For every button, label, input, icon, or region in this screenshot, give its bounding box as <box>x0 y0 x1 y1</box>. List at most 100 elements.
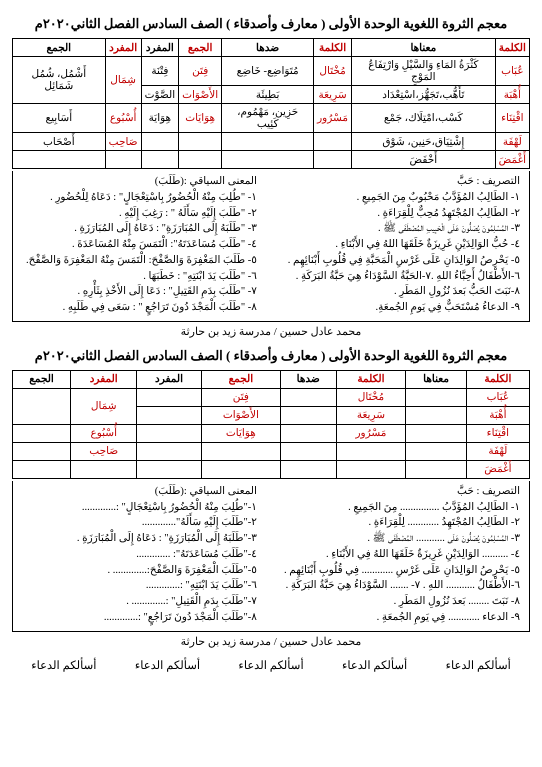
c <box>406 406 466 424</box>
footer-item: أسألكم الدعاء <box>342 658 407 672</box>
c: لَهْفَة <box>495 133 529 151</box>
l2-2: ٣-"طَلَبَهُ إِلَى الْمُبَارَزَةِ" : دَعَ… <box>22 531 257 547</box>
c: أُسْبُوع <box>71 424 137 442</box>
c: مُتَوَاضِع- خَاضِع <box>222 57 314 86</box>
c <box>280 442 336 460</box>
h3: الكلمة <box>314 39 352 57</box>
l1-4: ٥- طَلَبَ المَغْفِرَةَ وَالصَّفْحَ: الْت… <box>22 253 257 269</box>
c: أُهْبَة <box>495 86 529 104</box>
c <box>222 133 314 151</box>
header-row-2: الكلمة معناها الكلمة ضدها الجمع المفرد ا… <box>13 370 530 388</box>
c: أَشْمُل، شُمُل شَمَائِل <box>13 57 106 104</box>
c <box>336 460 406 478</box>
r2-7: ٩- الدعاء ............ فِي يَومِ الجُمعَ… <box>265 610 520 626</box>
tasreef-box-1: التصريف : حَبَّ ١- الطَالِبُ المُؤَدَّبُ… <box>12 171 530 322</box>
footer-item: أسألكم الدعاء <box>446 658 511 672</box>
c: إِشْتِيَاق،حَنِين، شَوْق <box>352 133 496 151</box>
r2-4: ٥- يَحْرِصُ الوَالِدَانِ عَلَى غَرْسِ ..… <box>265 563 520 579</box>
h6: المفرد <box>141 39 179 57</box>
c: أُسْبُوع <box>105 104 141 133</box>
vocab-table-1: الكلمة معناها الكلمة ضدها الجمع المفرد ا… <box>12 38 530 169</box>
c <box>13 442 71 460</box>
c: هِوَايَة <box>141 104 179 133</box>
h3b: الكلمة <box>336 370 406 388</box>
c <box>13 151 106 169</box>
c: لَهْفَة <box>466 442 529 460</box>
h2b: معناها <box>406 370 466 388</box>
c: الأَصْوَات <box>179 86 222 104</box>
h1: الكلمة <box>495 39 529 57</box>
c: فِتْنَة <box>141 57 179 86</box>
author-2: محمد عادل حسين / مدرسة زيد بن حارثة <box>12 635 530 648</box>
c: تَأَهُّب،تَجَهُّز،اسْتِعْدَاد <box>352 86 496 104</box>
h7: المفرد <box>105 39 141 57</box>
c: مَسْرُور <box>314 104 352 133</box>
c: اقْتِنَاء <box>466 424 529 442</box>
c <box>336 442 406 460</box>
c <box>13 388 71 424</box>
l1-1: ٢- "طَلَبَ إِلَيْهِ سَأَلَهُ " : رَغِبَ … <box>22 206 257 222</box>
c <box>280 424 336 442</box>
c: سَرِيعَة <box>314 86 352 104</box>
c: صَاحِب <box>105 133 141 151</box>
c <box>280 460 336 478</box>
c <box>280 388 336 406</box>
r1-0: ١- الطَالِبُ المُؤَدَّبُ مَحْبُوبٌ مِنَ … <box>265 190 520 206</box>
c <box>137 424 201 442</box>
c: فِتَن <box>179 57 222 86</box>
c: سَرِيعَة <box>336 406 406 424</box>
c <box>222 151 314 169</box>
h7b: المفرد <box>71 370 137 388</box>
c <box>201 442 280 460</box>
l1-7: ٨- "طَلَبَ الْمَجْدَ دُونَ تَرَاجُعٍ " :… <box>22 300 257 316</box>
h8b: الجمع <box>13 370 71 388</box>
vocab-table-2: الكلمة معناها الكلمة ضدها الجمع المفرد ا… <box>12 370 530 479</box>
l1-6: ٧- "طَلَبَ بِدَمِ القَتِيلِ" : دَعَا إِل… <box>22 284 257 300</box>
h5b: الجمع <box>201 370 280 388</box>
r1-1: ٢- الطَالِبُ المُجْتَهِدُ مُحِبٌّ لِلْقِ… <box>265 206 520 222</box>
footer-prayer-line: أسألكم الدعاء أسألكم الدعاء أسألكم الدعا… <box>12 658 530 672</box>
c: مَسْرُور <box>336 424 406 442</box>
r1-2: ٣- المُسْلِمُونَ يُصَلُّونَ عَلَى الْحَب… <box>265 221 520 237</box>
c: الأَصْوَات <box>201 406 280 424</box>
tasreef-box-2: التصريف : حَبَّ ١- الطَالِبُ المُؤَدَّبُ… <box>12 481 530 632</box>
doc-title-2: معجم الثروة اللغوية الوحدة الأولى ( معار… <box>12 348 530 364</box>
c: شِمَال <box>71 388 137 424</box>
c: اقْتِنَاء <box>495 104 529 133</box>
c: أَغْمَضَ <box>466 460 529 478</box>
c: هِوَايَات <box>201 424 280 442</box>
footer-item: أسألكم الدعاء <box>31 658 96 672</box>
l2-5: ٦-"طَلَبَ يَدَ ابْنَتِهِ" :............. <box>22 578 257 594</box>
h5: الجمع <box>179 39 222 57</box>
h2: معناها <box>352 39 496 57</box>
c: شِمَال <box>105 57 141 104</box>
tasreef-title-l2: المعنى السياقي :(طَلَبَ) <box>22 484 257 500</box>
c <box>137 406 201 424</box>
h4b: ضدها <box>280 370 336 388</box>
c: كَسْب،امْتِلَاك، جَمْع <box>352 104 496 133</box>
c: أَخْفَضَ <box>352 151 496 169</box>
c: صَاحِب <box>71 442 137 460</box>
c <box>179 133 222 151</box>
c: حَزِين، مَهْمُوم، كَئِيب <box>222 104 314 133</box>
header-row: الكلمة معناها الكلمة ضدها الجمع المفرد ا… <box>13 39 530 57</box>
c <box>137 388 201 406</box>
l1-5: ٦- "طَلَبَ يَدَ ابْنَتِهِ" : خَطَبَهَا . <box>22 269 257 285</box>
l2-4: ٥-"طَلَبَ الْمَغْفِرَةَ وَالصَّفْحَ:....… <box>22 563 257 579</box>
c <box>71 460 137 478</box>
tasreef-title-l: المعنى السياقي :(طَلَبَ) <box>22 174 257 190</box>
c: بَطِيئَة <box>222 86 314 104</box>
l1-0: ١- "طُلِبَ مِنْهُ الْحُضُورُ بِاسْتِعْجَ… <box>22 190 257 206</box>
r1-4: ٥- يَحْرِصُ الوَالِدَانِ عَلَى غَرْسِ ال… <box>265 253 520 269</box>
tasreef-title-r2: التصريف : حَبَّ <box>265 484 520 500</box>
r1-3: ٤- حُبُّ الوَالِدَيْنِ غَرِيزَةٌ خَلَقَه… <box>265 237 520 253</box>
c: كَثْرَةُ المَاءِ وَالسَّيْلِ وَارْتِفَاع… <box>352 57 496 86</box>
l2-3: ٤-"طَلَبَ مُسَاعَدَتَهُ": ............. <box>22 547 257 563</box>
c <box>406 388 466 406</box>
tasreef-title-r: التصريف : حَبَّ <box>265 174 520 190</box>
c <box>141 151 179 169</box>
c: أَغْمَضَ <box>495 151 529 169</box>
c: عُبَاب <box>466 388 529 406</box>
footer-item: أسألكم الدعاء <box>135 658 200 672</box>
c: الصَّوْت <box>141 86 179 104</box>
